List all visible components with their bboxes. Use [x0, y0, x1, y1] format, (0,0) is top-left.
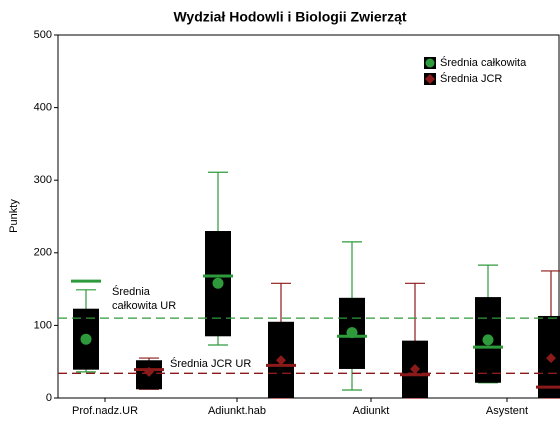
- legend-marker: [425, 74, 435, 84]
- y-tick-label: 0: [46, 392, 52, 404]
- y-tick-label: 500: [34, 29, 52, 41]
- mean-marker: [410, 363, 420, 374]
- legend-label: Średnia całkowita: [440, 56, 527, 69]
- plot-frame: [57, 34, 560, 399]
- y-tick-label: 200: [34, 247, 52, 259]
- mean-marker: [276, 355, 286, 366]
- mean-marker: [80, 333, 92, 345]
- y-tick-label: 100: [34, 319, 52, 331]
- mean-marker: [212, 277, 224, 289]
- y-axis-label: Punkty: [8, 199, 20, 233]
- x-tick-label: Asystent: [486, 405, 528, 417]
- mean-marker: [144, 366, 154, 377]
- mean-marker: [346, 327, 358, 339]
- mean-marker: [546, 353, 556, 364]
- x-tick-label: Adiunkt.hab: [208, 405, 266, 417]
- y-tick-label: 300: [34, 174, 52, 186]
- chart-title: Wydział Hodowli i Biologii Zwierząt: [173, 9, 406, 25]
- x-tick-label: Prof.nadz.UR: [72, 405, 138, 417]
- reference-label: Średnia: [112, 285, 151, 298]
- mean-marker: [482, 334, 494, 346]
- y-tick-label: 400: [34, 102, 52, 114]
- legend-label: Średnia JCR: [440, 72, 502, 85]
- legend-marker: [425, 58, 435, 68]
- reference-label: całkowita UR: [112, 300, 176, 312]
- reference-label: Średnia JCR UR: [170, 357, 251, 370]
- x-tick-label: Adiunkt: [353, 405, 390, 417]
